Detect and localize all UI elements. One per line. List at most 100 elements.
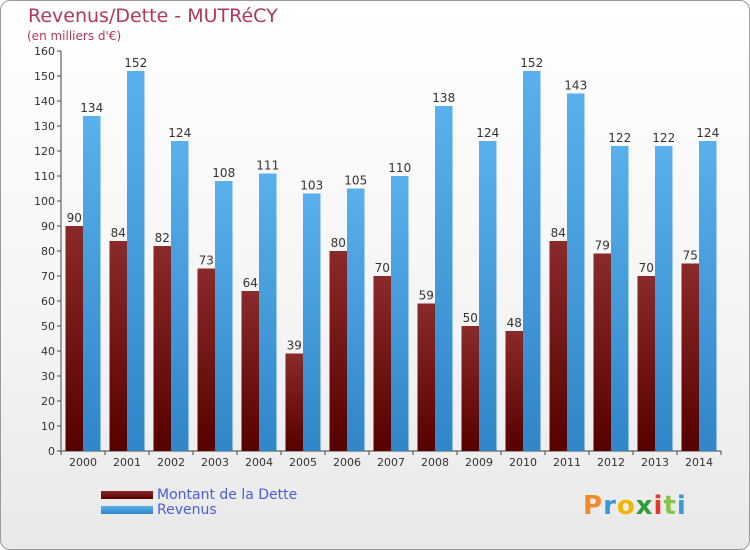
value-label-dette-2007: 70: [375, 261, 390, 275]
bar-dette-2006: [329, 251, 347, 451]
y-tick-label: 20: [41, 395, 55, 408]
x-axis: 2000 2001 2002 2003 2004 2005 2006 2007 2008 2009…: [60, 450, 722, 469]
bar-revenus-2005: [303, 193, 321, 451]
x-tick-label: 2014: [685, 456, 713, 469]
value-label-dette-2013: 70: [639, 261, 654, 275]
x-tick-label: 2013: [641, 456, 669, 469]
value-label-dette-2012: 79: [595, 239, 610, 253]
bar-revenus-2007: [391, 176, 409, 451]
bar-revenus-2000: [83, 116, 101, 451]
y-tick-label: 0: [48, 445, 55, 458]
value-label-revenus-2007: 110: [388, 161, 411, 175]
x-tick-label: 2003: [201, 456, 229, 469]
x-tick-label: 2002: [157, 456, 185, 469]
logo-letter: x: [635, 491, 654, 521]
bar-revenus-2008: [435, 106, 453, 451]
value-label-dette-2003: 73: [199, 254, 214, 268]
x-tick-label: 2009: [465, 456, 493, 469]
bar-dette-2002: [153, 246, 171, 451]
value-label-revenus-2004: 111: [256, 159, 279, 173]
value-label-revenus-2006: 105: [344, 174, 367, 188]
value-label-revenus-2013: 122: [652, 131, 675, 145]
x-tick-label: 2011: [553, 456, 581, 469]
logo-letter: o: [616, 491, 636, 521]
x-tick-label: 2000: [69, 456, 97, 469]
value-label-dette-2014: 75: [683, 249, 698, 263]
y-tick-label: 130: [34, 120, 55, 133]
bar-revenus-2009: [479, 141, 497, 451]
legend-swatch-dette: [101, 491, 153, 499]
bar-dette-2013: [637, 276, 655, 451]
bar-dette-2012: [593, 253, 611, 451]
bar-dette-2000: [65, 226, 83, 451]
bar-revenus-2003: [215, 181, 233, 451]
value-label-revenus-2012: 122: [608, 131, 631, 145]
proxiti-logo: Proxiti: [583, 491, 687, 521]
legend-swatch-revenus: [101, 506, 153, 514]
legend-label-dette: Montant de la Dette: [157, 487, 298, 503]
value-label-revenus-2001: 152: [124, 56, 147, 70]
y-tick-label: 30: [41, 370, 55, 383]
chart-subtitle: (en milliers d'€): [27, 29, 122, 43]
value-label-revenus-2002: 124: [168, 126, 191, 140]
value-label-revenus-2000: 134: [80, 101, 103, 115]
bar-revenus-2011: [567, 93, 585, 451]
y-tick-label: 150: [34, 70, 55, 83]
x-tick-label: 2007: [377, 456, 405, 469]
value-label-dette-2005: 39: [287, 339, 302, 353]
value-label-dette-2010: 48: [507, 316, 522, 330]
value-label-revenus-2005: 103: [300, 179, 323, 193]
value-label-revenus-2008: 138: [432, 91, 455, 105]
x-tick-label: 2008: [421, 456, 449, 469]
x-tick-label: 2004: [245, 456, 273, 469]
x-tick-label: 2005: [289, 456, 317, 469]
bar-revenus-2010: [523, 71, 541, 451]
value-label-dette-2000: 90: [67, 211, 82, 225]
value-label-dette-2009: 50: [463, 311, 478, 325]
logo-letter: t: [663, 491, 677, 521]
y-tick-label: 40: [41, 345, 55, 358]
y-tick-label: 110: [34, 170, 55, 183]
value-label-dette-2006: 80: [331, 236, 346, 250]
y-tick-label: 100: [34, 195, 55, 208]
bar-dette-2011: [549, 241, 567, 451]
value-label-dette-2001: 84: [111, 226, 126, 240]
value-label-revenus-2009: 124: [476, 126, 499, 140]
x-tick-label: 2006: [333, 456, 361, 469]
y-tick-label: 140: [34, 95, 55, 108]
bar-revenus-2014: [699, 141, 717, 451]
x-tick-label: 2012: [597, 456, 625, 469]
x-tick-label: 2001: [113, 456, 141, 469]
value-label-dette-2011: 84: [551, 226, 566, 240]
x-tick-label: 2010: [509, 456, 537, 469]
logo-letter: P: [583, 491, 604, 521]
bar-dette-2007: [373, 276, 391, 451]
value-label-revenus-2010: 152: [520, 56, 543, 70]
legend-item-dette: Montant de la Dette: [101, 487, 297, 503]
bar-revenus-2013: [655, 146, 673, 451]
value-label-dette-2002: 82: [155, 231, 170, 245]
bar-dette-2003: [197, 268, 215, 451]
y-tick-label: 10: [41, 420, 55, 433]
bar-dette-2008: [417, 303, 435, 451]
chart-title: Revenus/Dette - MUTRéCY: [28, 5, 278, 27]
y-tick-label: 120: [34, 145, 55, 158]
bars: [65, 71, 717, 451]
y-tick-label: 160: [34, 45, 55, 58]
y-tick-label: 70: [41, 270, 55, 283]
bar-revenus-2002: [171, 141, 189, 451]
legend-label-revenus: Revenus: [157, 502, 217, 518]
bar-revenus-2006: [347, 188, 365, 451]
value-label-dette-2004: 64: [243, 276, 258, 290]
bar-chart: 0 10 20 30 40 50 60 70 80 90 100 110 120 130 140 150 160…: [34, 45, 722, 469]
bar-revenus-2001: [127, 71, 145, 451]
logo-letter: i: [676, 491, 687, 521]
value-label-revenus-2003: 108: [212, 166, 235, 180]
logo-letter: i: [653, 491, 664, 521]
bar-dette-2014: [681, 263, 699, 451]
bar-dette-2004: [241, 291, 259, 451]
value-labels: 90 134 84 152 82 124 73 108 64 111 39 103 80 105 70 110…: [67, 56, 720, 353]
bar-revenus-2004: [259, 173, 277, 451]
y-tick-label: 60: [41, 295, 55, 308]
bar-dette-2009: [461, 326, 479, 451]
